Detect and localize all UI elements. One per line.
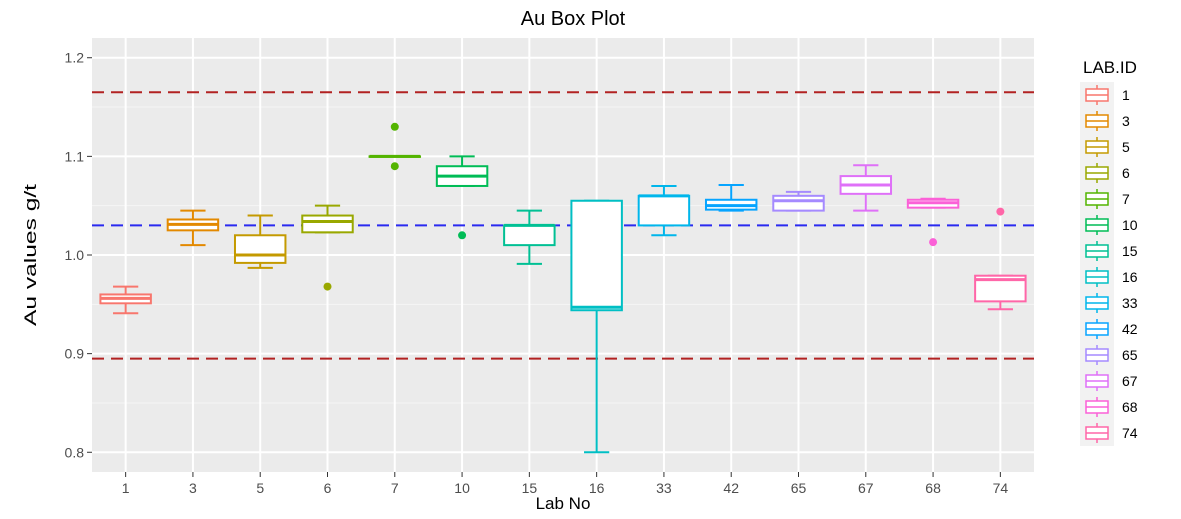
x-tick-label: 42 xyxy=(723,480,739,496)
y-axis: 0.8 0.9 1.0 1.1 1.2 xyxy=(65,50,92,460)
legend-label: 6 xyxy=(1122,165,1130,181)
major-gridlines xyxy=(92,38,1034,472)
y-tick-label: 0.9 xyxy=(65,346,85,362)
y-axis-title: Au values g/t xyxy=(21,184,40,326)
box-iqr xyxy=(570,199,623,312)
box-lab-74 xyxy=(974,207,1027,311)
legend-item-67: 67 xyxy=(1080,368,1138,394)
box-lab-10 xyxy=(435,155,489,240)
outlier-point xyxy=(390,122,399,131)
box-lab-3 xyxy=(166,209,220,247)
y-tick-label: 1.1 xyxy=(65,148,85,164)
x-tick-label: 68 xyxy=(925,480,941,496)
x-tick-label: 6 xyxy=(324,480,332,496)
x-tick-label: 3 xyxy=(189,480,197,496)
legend-item-5: 5 xyxy=(1080,134,1130,160)
legend-item-3: 3 xyxy=(1080,108,1130,134)
x-axis-title: Lab No xyxy=(536,494,591,513)
x-tick-label: 10 xyxy=(454,480,470,496)
legend-item-10: 10 xyxy=(1080,212,1138,238)
legend-item-33: 33 xyxy=(1080,290,1138,316)
x-tick-label: 1 xyxy=(122,480,130,496)
y-tick-label: 1.0 xyxy=(65,247,85,263)
outlier-point xyxy=(458,231,467,240)
box-lab-65 xyxy=(772,190,825,212)
box-iqr xyxy=(503,224,556,247)
legend-label: 74 xyxy=(1122,425,1138,441)
legend-item-6: 6 xyxy=(1080,160,1130,186)
legend-item-16: 16 xyxy=(1080,264,1138,290)
legend-item-15: 15 xyxy=(1080,238,1138,264)
box-lab-16 xyxy=(570,199,623,454)
box-lab-15 xyxy=(503,209,556,265)
x-tick-label: 67 xyxy=(858,480,874,496)
x-tick-label: 16 xyxy=(589,480,605,496)
box-iqr xyxy=(301,214,354,234)
legend-label: 42 xyxy=(1122,321,1138,337)
legend-label: 7 xyxy=(1122,191,1130,207)
y-tick-label: 1.2 xyxy=(65,50,85,66)
legend-item-68: 68 xyxy=(1080,394,1138,420)
minor-gridlines xyxy=(92,106,1034,404)
outlier-point xyxy=(390,162,399,171)
legend-item-1: 1 xyxy=(1080,82,1130,108)
box-iqr xyxy=(637,194,691,227)
legend-label: 3 xyxy=(1122,113,1130,129)
x-tick-label: 15 xyxy=(522,480,538,496)
box-lab-7 xyxy=(368,122,422,171)
legend-label: 33 xyxy=(1122,295,1138,311)
outlier-point xyxy=(323,282,332,291)
legend-label: 16 xyxy=(1122,269,1138,285)
x-tick-label: 74 xyxy=(993,480,1009,496)
x-axis: 1 3 5 6 7 10 15 16 33 42 65 67 68 74 xyxy=(122,472,1009,496)
legend-title: LAB.ID xyxy=(1083,58,1137,77)
box-lab-67 xyxy=(839,164,893,212)
x-tick-label: 65 xyxy=(791,480,807,496)
box-lab-68 xyxy=(906,197,960,247)
legend-item-7: 7 xyxy=(1080,186,1130,212)
outlier-point xyxy=(929,238,938,247)
legend-label: 1 xyxy=(1122,87,1130,103)
outlier-point xyxy=(996,207,1005,216)
legend-label: 15 xyxy=(1122,243,1138,259)
legend-item-65: 65 xyxy=(1080,342,1138,368)
legend-label: 65 xyxy=(1122,347,1138,363)
legend-item-74: 74 xyxy=(1080,420,1138,446)
box-iqr xyxy=(233,234,287,264)
boxes-layer xyxy=(99,122,1027,454)
box-lab-33 xyxy=(637,184,691,237)
legend-label: 67 xyxy=(1122,373,1138,389)
legend-label: 5 xyxy=(1122,139,1130,155)
x-tick-label: 7 xyxy=(391,480,399,496)
legend-label: 68 xyxy=(1122,399,1138,415)
x-tick-label: 5 xyxy=(256,480,264,496)
legend-label: 10 xyxy=(1122,217,1138,233)
box-lab-1 xyxy=(99,285,152,315)
legend-item-42: 42 xyxy=(1080,316,1138,342)
reference-lines xyxy=(92,91,1034,360)
box-lab-5 xyxy=(233,214,287,269)
y-tick-label: 0.8 xyxy=(65,444,85,460)
box-lab-42 xyxy=(704,183,758,212)
box-lab-6 xyxy=(301,204,354,291)
x-tick-label: 33 xyxy=(656,480,672,496)
chart-title: Au Box Plot xyxy=(521,8,626,30)
box-iqr xyxy=(772,194,825,212)
